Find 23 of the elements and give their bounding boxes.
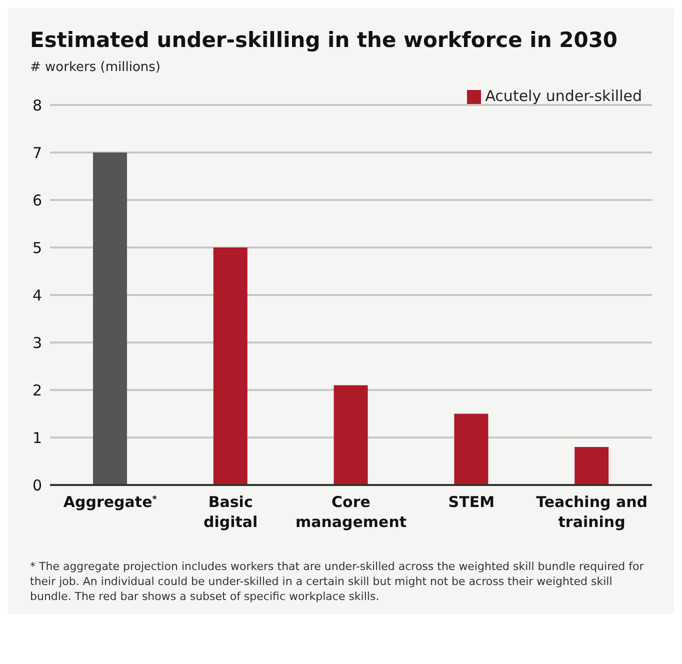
bar	[334, 385, 368, 485]
legend-label: Acutely under-skilled	[485, 87, 642, 105]
text: * The aggregate projection includes workers that are under-skilled across the weighted skill bundle required for their job. An individual could be under-skilled in a certain skill but might not be across their weighted skill bundle. The red bar shows a subset of specific workplace skills.	[29, 559, 645, 604]
y-tick-label: 0	[32, 476, 42, 494]
x-tick-label: Teaching and training	[536, 493, 648, 531]
y-tick-label: 3	[32, 334, 42, 352]
x-tick-label: Core management	[295, 493, 407, 531]
bar	[454, 414, 488, 485]
x-tick-label: Basic digital	[204, 493, 258, 531]
x-tick-label: Aggregate$^{*}$	[63, 493, 158, 511]
y-tick-label: 2	[32, 381, 42, 400]
bar	[213, 248, 248, 485]
y-tick-label: 8	[32, 96, 42, 114]
bar	[93, 152, 127, 485]
y-axis-title: # workers (millions)	[29, 59, 162, 75]
chart-title: Estimated under-skilling in the workforce in 2030	[29, 27, 619, 52]
y-tick-label: 1	[32, 428, 42, 447]
y-tick-label: 5	[32, 238, 42, 257]
y-tick-label: 6	[32, 191, 42, 210]
y-tick-label: 7	[32, 144, 42, 162]
bar	[574, 447, 609, 485]
x-tick-label: STEM	[448, 493, 495, 511]
y-tick-label: 4	[32, 286, 42, 304]
